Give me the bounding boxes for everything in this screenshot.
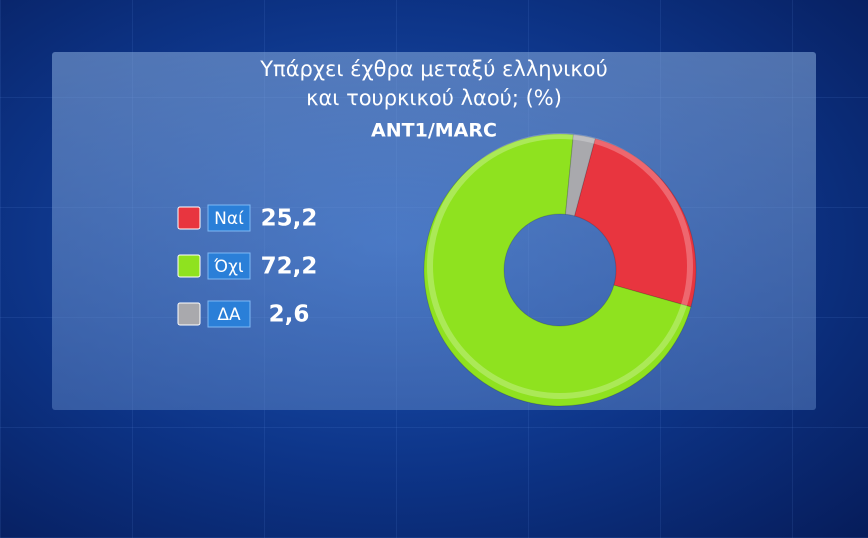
donut-shine (427, 133, 693, 399)
donut-slice (564, 134, 596, 217)
donut-slice (423, 133, 692, 407)
legend-label-box (207, 300, 251, 328)
value-label: 25,2 (261, 206, 318, 232)
legend-label: Όχι (213, 257, 244, 277)
chart-title-line: Υπάρχει έχθρα μεταξύ ελληνικού (259, 57, 608, 81)
value-label: 2,6 (269, 302, 310, 328)
legend-swatch (177, 302, 201, 326)
chart-title-line: και τουρκικού λαού; (%) (306, 86, 562, 110)
legend-swatch (177, 206, 201, 230)
legend: Ναί 25,2 Όχι 72,2 ΔΑ 2,6 (177, 204, 318, 328)
legend-label: Ναί (214, 209, 244, 229)
legend-label-box (207, 252, 251, 280)
legend-label: ΔΑ (217, 305, 241, 325)
donut-slice (573, 138, 697, 308)
value-label: 72,2 (261, 254, 318, 280)
chart-subtitle: ANT1/MARC (371, 120, 497, 142)
donut (423, 133, 697, 407)
legend-label-box (207, 204, 251, 232)
legend-swatch (177, 254, 201, 278)
